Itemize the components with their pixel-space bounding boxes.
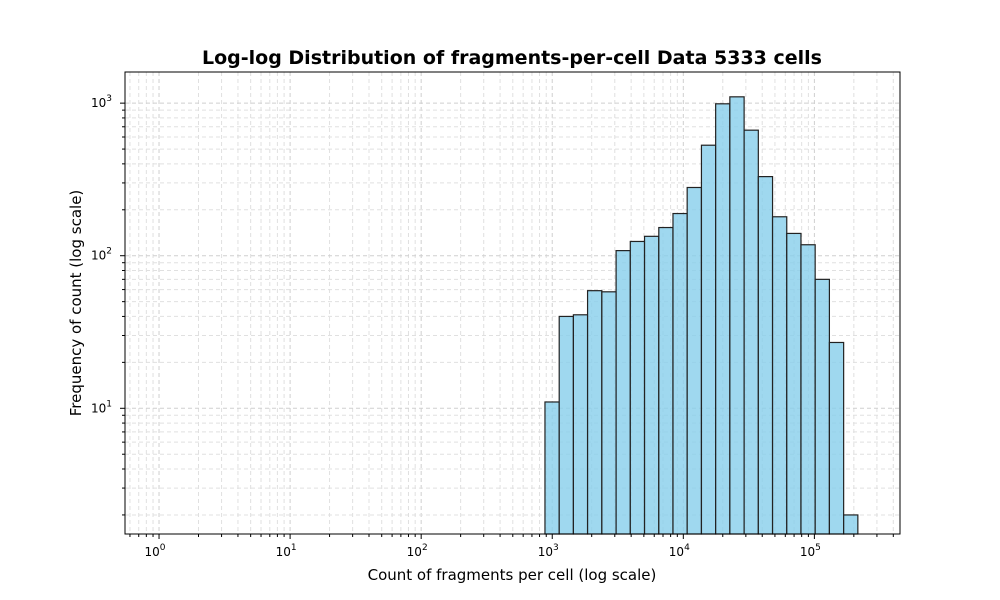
histogram-bar [729, 96, 745, 535]
x-tick-label: 100 [145, 543, 166, 559]
x-axis-ticks: 100 101 102 103 104 105 [129, 534, 894, 559]
histogram-bar [643, 235, 660, 535]
x-tick-label: 104 [669, 543, 690, 559]
y-tick-label: 102 [91, 247, 112, 263]
x-axis-label: Count of fragments per cell (log scale) [368, 566, 657, 584]
x-tick-label: 103 [538, 543, 559, 559]
histogram-bar [715, 103, 731, 535]
histogram-bar [615, 250, 631, 535]
histogram-bar [843, 514, 859, 535]
histogram-bar [672, 212, 688, 535]
histogram-bars [544, 96, 859, 535]
x-tick-label: 105 [800, 543, 821, 559]
y-tick-label: 101 [91, 399, 112, 415]
histogram-bar [558, 315, 574, 535]
x-tick-label: 102 [407, 543, 428, 559]
histogram-bar [572, 314, 589, 535]
histogram-bar [686, 186, 703, 535]
histogram-bar [601, 291, 617, 535]
histogram-bar [800, 244, 816, 535]
chart-title: Log-log Distribution of fragments-per-ce… [202, 47, 822, 69]
histogram-bar [757, 176, 774, 535]
histogram-bar [586, 290, 603, 535]
histogram-bar [786, 232, 802, 535]
histogram-bar [629, 240, 646, 535]
histogram-bar [658, 226, 674, 535]
histogram-bar [771, 216, 788, 535]
histogram-bar [828, 341, 845, 535]
y-axis-ticks: 101 102 103 [91, 94, 125, 516]
histogram-bar [814, 278, 831, 535]
histogram-bar [700, 144, 717, 535]
x-tick-label: 101 [276, 543, 297, 559]
histogram-bar [544, 401, 560, 535]
y-axis-label: Frequency of count (log scale) [67, 190, 85, 417]
histogram-bar [743, 129, 759, 535]
y-tick-label: 103 [91, 94, 112, 110]
